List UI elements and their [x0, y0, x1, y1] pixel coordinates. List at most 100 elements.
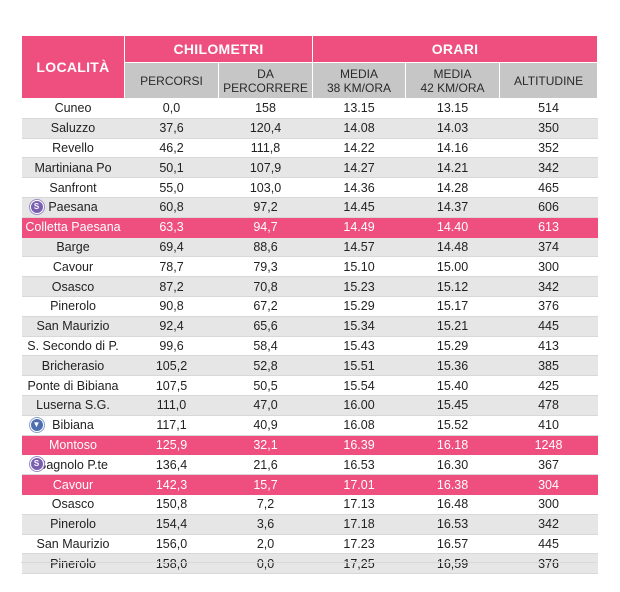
cell-localita: San Maurizio [21, 534, 125, 555]
cell-da-percorrere: 65,6 [218, 316, 313, 337]
cell-media38: 17.13 [312, 494, 406, 515]
header-media-42: MEDIA 42 KM/ORA [405, 62, 501, 99]
cell-media38: 15.34 [312, 316, 406, 337]
location-name: Cuneo [54, 101, 92, 116]
table-row: San Maurizio 156,0 2,0 17.23 16.57 445 [21, 534, 598, 555]
cell-media38: 17.01 [312, 474, 406, 495]
header-percorsi: PERCORSI [124, 62, 219, 99]
location-name: Ponte di Bibiana [27, 378, 119, 393]
cell-media42: 15.40 [405, 375, 500, 396]
cell-da-percorrere: 94,7 [218, 217, 313, 238]
cell-localita: Montoso [21, 435, 125, 456]
cell-media42: 13.15 [405, 98, 500, 119]
table-row: Osasco 150,8 7,2 17.13 16.48 300 [21, 494, 598, 515]
cell-da-percorrere: 3,6 [218, 514, 313, 535]
location-name: Martiniana Po [34, 160, 112, 175]
location-name: San Maurizio [36, 319, 110, 334]
cell-localita: Bricherasio [21, 355, 125, 377]
cell-percorsi: 136,4 [124, 454, 219, 476]
cell-percorsi: 142,3 [124, 474, 219, 495]
table-row: Osasco 87,2 70,8 15.23 15.12 342 [21, 276, 598, 297]
cell-media42: 15.00 [405, 256, 500, 278]
cell-media42: 14.48 [405, 237, 500, 258]
cell-altitudine: 300 [499, 256, 598, 278]
cell-percorsi: 92,4 [124, 316, 219, 337]
cell-media38: 16.39 [312, 435, 406, 456]
table-row: Pinerolo 90,8 67,2 15.29 15.17 376 [21, 296, 598, 317]
cell-percorsi: 117,1 [124, 415, 219, 436]
table-row: S. Secondo di P. 99,6 58,4 15.43 15.29 413 [21, 336, 598, 357]
cell-da-percorrere: 107,9 [218, 157, 313, 179]
location-name: Cavour [52, 259, 94, 274]
location-name: San Maurizio [36, 536, 110, 551]
cell-localita: San Maurizio [21, 316, 125, 337]
header-chilometri: CHILOMETRI [123, 35, 314, 63]
cell-altitudine: 350 [499, 118, 598, 139]
table-row: S Bagnolo P.te 136,4 21,6 16.53 16.30 367 [21, 454, 598, 476]
cell-media38: 17.23 [312, 534, 406, 555]
cell-localita: Cavour [21, 256, 125, 278]
cell-media42: 14.28 [405, 177, 500, 198]
cell-altitudine: 445 [499, 534, 598, 555]
table-row: San Maurizio 92,4 65,6 15.34 15.21 445 [21, 316, 598, 337]
location-name: Bagnolo P.te [38, 457, 108, 472]
cell-da-percorrere: 103,0 [218, 177, 313, 198]
cell-media38: 17,25 [312, 553, 406, 575]
cell-media42: 15.21 [405, 316, 500, 337]
cell-media42: 15.29 [405, 336, 500, 357]
cell-media42: 16.53 [405, 514, 500, 535]
cell-media42: 15.36 [405, 355, 500, 377]
location-name: Luserna S.G. [36, 398, 110, 413]
table-row: Bricherasio 105,2 52,8 15.51 15.36 385 [21, 355, 598, 377]
cell-media42: 14.03 [405, 118, 500, 139]
cell-altitudine: 352 [499, 138, 598, 159]
cell-localita: Sanfront [21, 177, 125, 198]
cell-altitudine: 410 [499, 415, 598, 436]
timetable-table: LOCALITÀ CHILOMETRI ORARI PERCORSI DA PER… [21, 35, 599, 575]
cell-da-percorrere: 7,2 [218, 494, 313, 515]
header-da-percorrere: DA PERCORRERE [217, 62, 314, 99]
cell-da-percorrere: 70,8 [218, 276, 313, 297]
cell-da-percorrere: 15,7 [218, 474, 313, 495]
cell-da-percorrere: 0,0 [218, 553, 313, 575]
cell-altitudine: 613 [499, 217, 598, 238]
cell-percorsi: 156,0 [124, 534, 219, 555]
cell-da-percorrere: 158 [218, 98, 313, 119]
cell-percorsi: 50,1 [124, 157, 219, 179]
location-name: Osasco [51, 279, 95, 294]
cell-percorsi: 37,6 [124, 118, 219, 139]
cell-localita: Pinerolo [21, 296, 125, 317]
location-name: Pinerolo [50, 556, 96, 571]
cell-altitudine: 425 [499, 375, 598, 396]
location-name: Cavour [52, 477, 94, 492]
location-name: Osasco [51, 497, 95, 512]
table-body: Cuneo 0,0 158 13.15 13.15 514 Saluzzo 37,6 120,4… [21, 98, 598, 575]
cell-media38: 14.57 [312, 237, 406, 258]
cell-da-percorrere: 120,4 [218, 118, 313, 139]
cell-da-percorrere: 79,3 [218, 256, 313, 278]
table-row: Cavour 78,7 79,3 15.10 15.00 300 [21, 256, 598, 278]
cell-da-percorrere: 21,6 [218, 454, 313, 476]
cell-media38: 15.10 [312, 256, 406, 278]
cell-altitudine: 304 [499, 474, 598, 495]
cell-da-percorrere: 32,1 [218, 435, 313, 456]
location-name: Pinerolo [50, 517, 96, 532]
cell-percorsi: 0,0 [124, 98, 219, 119]
cell-percorsi: 111,0 [124, 395, 219, 416]
table-row: Luserna S.G. 111,0 47,0 16.00 15.45 478 [21, 395, 598, 416]
cell-altitudine: 385 [499, 355, 598, 377]
cell-media38: 16.00 [312, 395, 406, 416]
cell-localita: Osasco [21, 494, 125, 515]
cell-altitudine: 342 [499, 157, 598, 179]
cell-media38: 14.08 [312, 118, 406, 139]
cell-localita: ▼ Bibiana [21, 415, 125, 436]
cell-media42: 14.40 [405, 217, 500, 238]
cell-localita: Colletta Paesana [21, 217, 125, 238]
cell-percorsi: 99,6 [124, 336, 219, 357]
table-bottom-rule [21, 562, 597, 563]
descent-marker-icon: ▼ [29, 417, 44, 432]
cell-media38: 16.53 [312, 454, 406, 476]
table-row: Cuneo 0,0 158 13.15 13.15 514 [21, 98, 598, 119]
cell-da-percorrere: 2,0 [218, 534, 313, 555]
cell-localita: Luserna S.G. [21, 395, 125, 416]
